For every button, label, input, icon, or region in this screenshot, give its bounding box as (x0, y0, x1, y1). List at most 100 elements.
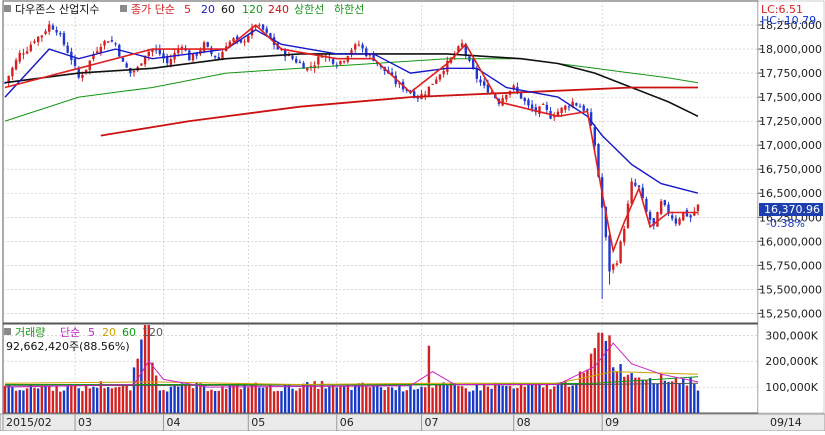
candle-body (195, 53, 198, 56)
volume-tick-label: 300,000K (765, 329, 818, 342)
candle-body (365, 48, 368, 57)
volume-bar (387, 387, 390, 413)
volume-bar (365, 386, 368, 413)
volume-bar (652, 383, 655, 413)
volume-bar (309, 385, 313, 413)
volume-bar (497, 383, 501, 413)
candle-body (446, 60, 449, 72)
x-tick-label: 09 (605, 416, 619, 429)
volume-bar (593, 348, 596, 413)
volume-bar (553, 386, 556, 413)
volume-bar (191, 388, 195, 413)
volume-bar (162, 390, 165, 413)
hc-readout: HC:-10.79 (761, 14, 816, 27)
candle-body (424, 94, 427, 96)
volume-bar (165, 391, 169, 413)
candle-body (471, 59, 475, 69)
volume-bar (438, 384, 442, 413)
volume-bar (110, 388, 114, 413)
volume-bar (615, 371, 619, 413)
candle-body (534, 107, 538, 113)
volume-bar (118, 386, 121, 413)
candle-body (663, 200, 667, 206)
ma20-legend: 20 (201, 3, 215, 16)
volume-bar (468, 391, 471, 413)
volume-bar (154, 375, 158, 413)
candle-body (623, 228, 626, 243)
candle-body (674, 218, 678, 224)
candle-body (589, 112, 593, 126)
volume-bar (464, 388, 467, 413)
candle-body (567, 106, 571, 108)
candle-body (258, 24, 261, 26)
candle-body (99, 46, 103, 53)
volume-bar (22, 390, 25, 413)
candle-body (527, 99, 530, 106)
candle-body (641, 187, 644, 198)
candle-body (659, 201, 663, 214)
y-tick-label: 16,750,000 (759, 163, 822, 176)
candle-body (541, 103, 545, 105)
candle-body (140, 63, 143, 66)
candle-body (678, 218, 681, 225)
volume-bar (92, 386, 95, 413)
candle-body (435, 79, 438, 84)
candle-body (302, 63, 305, 69)
volume-bar (398, 385, 401, 413)
candle-body (81, 74, 84, 78)
y-tick-label: 15,500,000 (759, 283, 822, 296)
volume-bar (25, 388, 29, 413)
volume-bar (460, 386, 464, 413)
volume-bar (405, 390, 408, 413)
candle-body (320, 56, 324, 58)
volume-bar (685, 385, 689, 413)
candle-body (313, 65, 316, 69)
candle-body (689, 215, 692, 218)
volume-bar (18, 390, 21, 413)
vol-ma20-line (4, 371, 699, 386)
volume-bar (648, 378, 652, 413)
volume-bar (217, 390, 220, 413)
volume-bar (283, 385, 287, 413)
volume-bar (302, 383, 305, 413)
candle-body (7, 75, 10, 83)
candle-body (14, 60, 18, 70)
volume-bar (626, 374, 630, 413)
volume-bar (276, 390, 279, 413)
volume-bar (516, 388, 519, 413)
volume-bar (158, 390, 162, 413)
candle-body (295, 58, 298, 63)
volume-bar (641, 379, 644, 413)
candle-body (438, 74, 442, 80)
vol-ma120-legend: 120 (142, 326, 163, 339)
volume-bar (328, 386, 331, 413)
volume-bar (361, 382, 364, 413)
candle-body (427, 86, 431, 97)
volume-bar (412, 389, 416, 413)
y-tick-label: 15,250,000 (759, 307, 822, 320)
volume-bar (567, 386, 571, 413)
volume-bar (501, 385, 504, 413)
volume-bar (59, 391, 62, 413)
candle-body (217, 57, 220, 59)
candle-body (578, 106, 582, 108)
candle-body (151, 48, 154, 53)
volume-bar (261, 387, 265, 413)
volume-bar (258, 387, 261, 413)
candle-body (162, 53, 165, 59)
volume-bar (630, 373, 633, 413)
candle-body (18, 52, 21, 62)
volume-bar (575, 383, 578, 413)
candle-body (121, 57, 125, 62)
volume-bar (401, 391, 405, 413)
candle-body (634, 182, 637, 186)
volume-bar (383, 389, 386, 413)
volume-bar (457, 385, 460, 413)
volume-bar (619, 364, 622, 413)
candle-body (479, 79, 482, 83)
volume-bar (538, 383, 541, 413)
volume-bar (11, 387, 14, 413)
candle-body (630, 181, 633, 204)
volume-bar (221, 386, 224, 413)
